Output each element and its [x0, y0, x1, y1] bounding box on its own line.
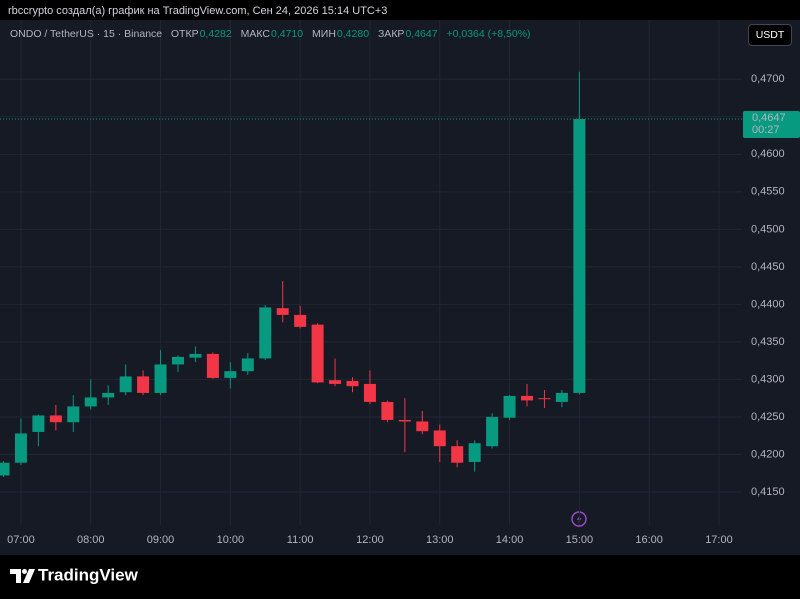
- candle-body: [311, 324, 324, 383]
- candle-body: [294, 314, 307, 327]
- candle-body: [276, 308, 289, 315]
- x-tick-label: 16:00: [635, 534, 663, 546]
- x-tick-label: 08:00: [77, 534, 105, 546]
- x-tick-label: 07:00: [7, 534, 35, 546]
- last-price-box: [743, 111, 800, 139]
- y-tick-label: 0,4150: [751, 486, 785, 498]
- candle-body: [433, 430, 446, 447]
- candle-body: [154, 364, 167, 393]
- candle-body: [468, 443, 481, 462]
- grid: [0, 20, 742, 525]
- y-tick-label: 0,4300: [751, 373, 785, 385]
- candle-body: [137, 376, 150, 393]
- candle-body: [486, 416, 499, 447]
- candle-body: [381, 401, 394, 420]
- candle-body: [67, 406, 80, 423]
- y-tick-label: 0,4400: [751, 298, 785, 310]
- y-tick-label: 0,4550: [751, 186, 785, 198]
- credit: rbccrypto создал(а) график на TradingVie…: [8, 5, 388, 17]
- candle-body: [102, 392, 115, 398]
- candle-body: [171, 356, 184, 365]
- x-tick-label: 12:00: [356, 534, 384, 546]
- y-tick-label: 0,4700: [751, 73, 785, 85]
- candle-body: [224, 371, 237, 378]
- candle-body: [189, 353, 202, 358]
- candle-body: [84, 397, 97, 407]
- candle-body: [398, 419, 411, 422]
- y-tick-label: 0,4250: [751, 411, 785, 423]
- x-tick-label: 09:00: [147, 534, 175, 546]
- candle-body: [555, 392, 568, 402]
- candle-body: [32, 415, 45, 432]
- y-tick-label: 0,4450: [751, 261, 785, 273]
- low-value: 0,4280: [336, 28, 370, 40]
- currency-button[interactable]: USDT: [748, 24, 792, 46]
- candle-body: [346, 380, 359, 387]
- legend: ONDO / TetherUS · 15 · Binance ОТКР0,428…: [10, 28, 537, 40]
- candle-body: [521, 395, 534, 401]
- symbol: ONDO / TetherUS · 15 · Binance: [10, 28, 163, 40]
- candle-body: [329, 380, 342, 384]
- candle-body: [206, 353, 219, 378]
- x-tick-label: 11:00: [287, 534, 314, 546]
- candle-body: [0, 462, 10, 476]
- candle-body: [538, 398, 551, 400]
- candle-body: [119, 376, 132, 393]
- candle-body: [363, 383, 376, 402]
- open-value: 0,4282: [199, 28, 232, 40]
- candle-body: [241, 358, 254, 372]
- countdown: 00:27: [752, 124, 780, 136]
- brand-name: TradingView: [38, 565, 139, 584]
- candle-body: [573, 119, 586, 393]
- low-label: МИН: [312, 28, 336, 40]
- candle-body: [259, 307, 272, 359]
- x-tick-label: 13:00: [426, 534, 454, 546]
- logo: [10, 569, 35, 583]
- open-label: ОТКР: [170, 28, 199, 40]
- candle-body: [416, 421, 429, 432]
- x-tick-label: 10:00: [217, 534, 245, 546]
- candle-body: [14, 433, 27, 463]
- candle-body: [49, 415, 62, 423]
- x-tick-label: 17:00: [705, 534, 733, 546]
- change: +0,0364 (+8,50%): [446, 28, 531, 40]
- last-price-label: 0,4647: [752, 112, 786, 124]
- y-tick-label: 0,4500: [751, 223, 785, 235]
- high-label: МАКС: [240, 28, 270, 40]
- candle-body: [503, 395, 516, 418]
- y-tick-label: 0,4200: [751, 448, 785, 460]
- x-tick-label: 14:00: [496, 534, 524, 546]
- x-tick-label: 15:00: [566, 534, 594, 546]
- y-tick-label: 0,4350: [751, 336, 785, 348]
- close-label: ЗАКР: [377, 28, 405, 40]
- high-value: 0,4710: [270, 28, 304, 40]
- candle-body: [451, 446, 464, 463]
- close-value: 0,4647: [405, 28, 438, 40]
- y-tick-label: 0,4600: [751, 148, 785, 160]
- chart-background: [0, 20, 800, 555]
